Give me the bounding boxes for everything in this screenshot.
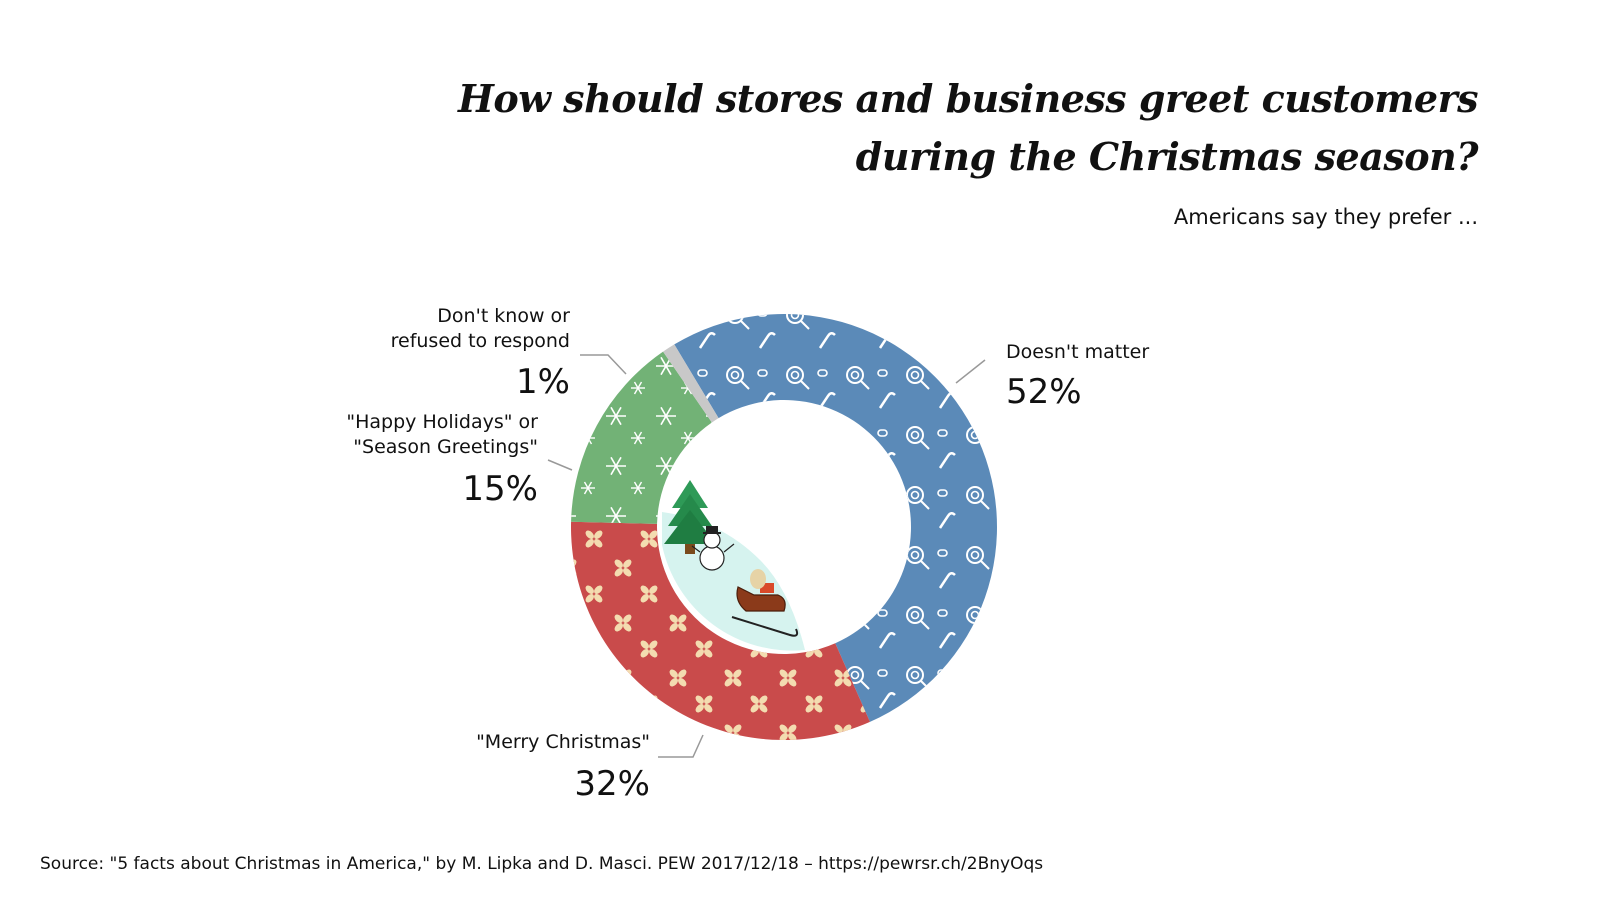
donut-slice-pattern [570,521,870,740]
source-note: Source: "5 facts about Christmas in Amer… [40,854,1044,874]
slice-value-label: 32% [574,764,650,804]
snowman-icon [691,526,735,571]
donut-slice [663,344,719,423]
leader-line [547,459,573,471]
donut-slice-pattern [571,351,712,524]
leader-line [955,359,986,384]
chart-title-line-2: during the Christmas season? [855,134,1479,179]
slice-value-label: 52% [1006,372,1082,412]
slice-label: "Happy Holidays" or [346,411,538,433]
donut-slices [570,314,997,740]
label-leader-lines [547,354,986,758]
slice-value-label: 1% [516,362,570,402]
slice-label: Doesn't matter [1006,341,1149,363]
sleigh-icon [731,569,799,637]
donut-slice-pattern [674,314,997,722]
tree-icon [664,480,716,554]
chart-title-line-1: How should stores and business greet cus… [457,76,1479,121]
slice-label: refused to respond [391,330,570,352]
leader-line [580,354,627,375]
slice-value-label: 15% [462,469,538,509]
leader-line [658,734,704,758]
center-decoration [662,480,805,651]
chart-title: How should stores and business greet cus… [378,70,1479,186]
slice-labels: Doesn't matter 52% "Merry Christmas" 32% "Ha… [346,305,1149,804]
slice-label: "Merry Christmas" [476,731,650,753]
snow-hill [662,512,805,651]
slice-label: Don't know or [437,305,570,327]
slice-label: "Season Greetings" [353,436,538,458]
chart-subtitle: Americans say they prefer ... [1173,205,1478,229]
